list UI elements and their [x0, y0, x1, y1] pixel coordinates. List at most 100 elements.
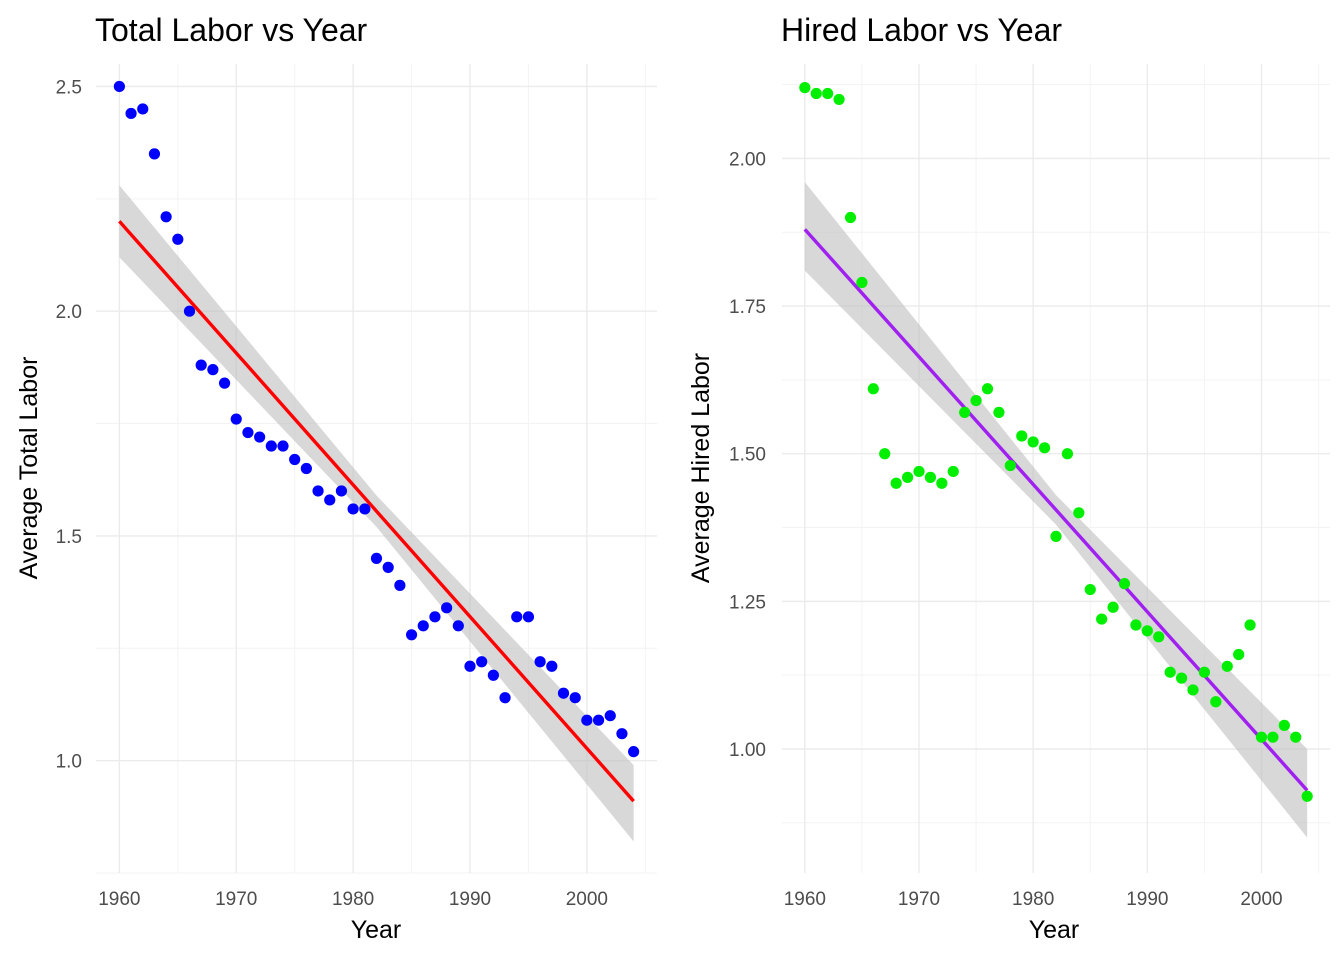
data-point: [993, 406, 1005, 419]
data-point: [1210, 696, 1222, 708]
data-point: [1301, 790, 1313, 802]
data-point: [125, 107, 137, 120]
data-point: [546, 660, 558, 672]
total-labor-chart: Total Labor vs Year 1960 1970 1980 1990 2000…: [15, 12, 657, 944]
data-point: [370, 552, 383, 564]
data-point: [1118, 578, 1131, 590]
data-point: [1061, 448, 1074, 460]
data-point: [901, 471, 914, 483]
data-point: [417, 620, 429, 632]
data-point: [913, 465, 925, 478]
data-point: [1084, 583, 1096, 596]
data-point: [511, 611, 523, 623]
data-point: [522, 611, 535, 623]
data-point: [382, 561, 394, 573]
data-point: [429, 611, 441, 623]
data-point: [230, 413, 242, 425]
data-point: [137, 103, 149, 115]
data-point: [1107, 601, 1119, 613]
y-tick-label: 2.5: [56, 77, 82, 98]
data-point: [890, 477, 902, 489]
data-point: [207, 364, 219, 376]
x-tick-label: 1960: [98, 889, 140, 910]
data-points: [799, 82, 1313, 802]
data-point: [822, 87, 834, 100]
data-point: [242, 426, 254, 439]
y-tick-label: 2.0: [56, 302, 82, 323]
y-axis-title: Average Hired Labor: [687, 353, 715, 583]
x-tick-label: 1980: [332, 889, 374, 910]
data-point: [487, 669, 499, 681]
data-point: [1164, 666, 1176, 678]
data-point: [499, 692, 511, 704]
data-point: [1073, 507, 1085, 519]
data-point: [1130, 619, 1142, 631]
data-point: [254, 431, 266, 443]
trend-line: [803, 228, 1309, 792]
data-point: [1175, 672, 1188, 684]
data-point: [347, 503, 359, 515]
trend-line-path: [118, 220, 635, 803]
data-point: [335, 485, 348, 497]
chart-title: Total Labor vs Year: [95, 12, 368, 48]
data-point: [1187, 684, 1199, 696]
data-point: [810, 87, 822, 100]
data-point: [1153, 631, 1165, 643]
data-point: [844, 211, 857, 224]
data-point: [924, 471, 937, 483]
data-point: [148, 148, 161, 160]
data-point: [1027, 436, 1039, 448]
data-point: [183, 305, 196, 317]
data-point: [405, 629, 418, 641]
data-point: [359, 503, 371, 515]
data-point: [441, 602, 453, 614]
data-point: [1244, 619, 1256, 631]
x-tick-label: 1980: [1012, 889, 1054, 910]
data-point: [616, 728, 628, 740]
data-point: [981, 383, 994, 395]
data-point: [569, 692, 581, 704]
data-point: [936, 477, 948, 489]
y-tick-label: 1.25: [729, 592, 766, 613]
data-point: [300, 462, 312, 475]
x-tick-label: 1960: [784, 889, 826, 910]
data-point: [1290, 731, 1302, 743]
trend-line: [118, 220, 635, 803]
data-point: [1096, 613, 1108, 625]
x-axis-title: Year: [351, 916, 402, 944]
data-point: [1050, 530, 1062, 543]
x-tick-label: 1970: [215, 889, 257, 910]
data-point: [324, 494, 336, 506]
data-point: [160, 211, 172, 223]
x-tick-label: 1990: [449, 889, 491, 910]
data-point: [476, 656, 488, 668]
data-point: [1038, 442, 1051, 454]
y-axis-title: Average Total Labor: [15, 357, 43, 580]
data-point: [265, 440, 277, 452]
data-point: [1233, 648, 1245, 661]
data-point: [464, 660, 476, 672]
data-point: [581, 714, 593, 726]
data-point: [1198, 666, 1211, 678]
chart-title: Hired Labor vs Year: [781, 12, 1062, 48]
data-point: [1221, 660, 1233, 672]
x-axis-title: Year: [1029, 916, 1080, 944]
data-point: [867, 383, 879, 395]
data-point: [172, 233, 184, 245]
data-point: [277, 440, 289, 452]
data-points: [113, 80, 640, 758]
y-tick-label: 1.75: [729, 297, 766, 318]
data-point: [799, 82, 811, 94]
hired-labor-chart: Hired Labor vs Year 1960 1970 1980 1990 2000…: [687, 12, 1330, 944]
data-point: [628, 746, 640, 758]
y-tick-labels: 1.0 1.5 2.0 2.5: [56, 77, 82, 772]
data-point: [312, 485, 324, 497]
data-point: [289, 453, 301, 466]
x-tick-label: 1970: [898, 889, 940, 910]
trend-line-path: [803, 228, 1309, 792]
data-point: [113, 80, 125, 93]
data-point: [970, 394, 982, 407]
data-point: [1141, 625, 1153, 637]
y-tick-label: 1.5: [56, 527, 82, 548]
